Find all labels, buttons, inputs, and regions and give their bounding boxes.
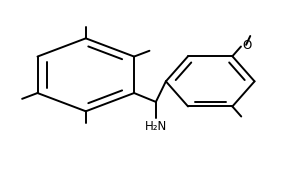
Text: H₂N: H₂N (145, 120, 167, 133)
Text: O: O (242, 39, 252, 52)
